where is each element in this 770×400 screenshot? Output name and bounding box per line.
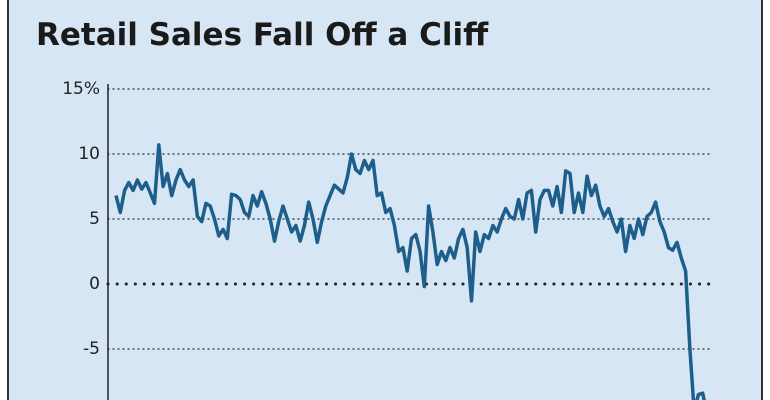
data-line xyxy=(114,143,706,400)
y-tick-label: 0 xyxy=(89,274,100,294)
chart-title: Retail Sales Fall Off a Cliff xyxy=(36,17,489,53)
panel xyxy=(8,0,762,400)
y-tick-label: 5 xyxy=(89,209,100,229)
y-tick-label: -5 xyxy=(83,339,100,359)
y-tick-label: 10 xyxy=(78,144,100,164)
y-tick-label: 15% xyxy=(62,79,100,99)
